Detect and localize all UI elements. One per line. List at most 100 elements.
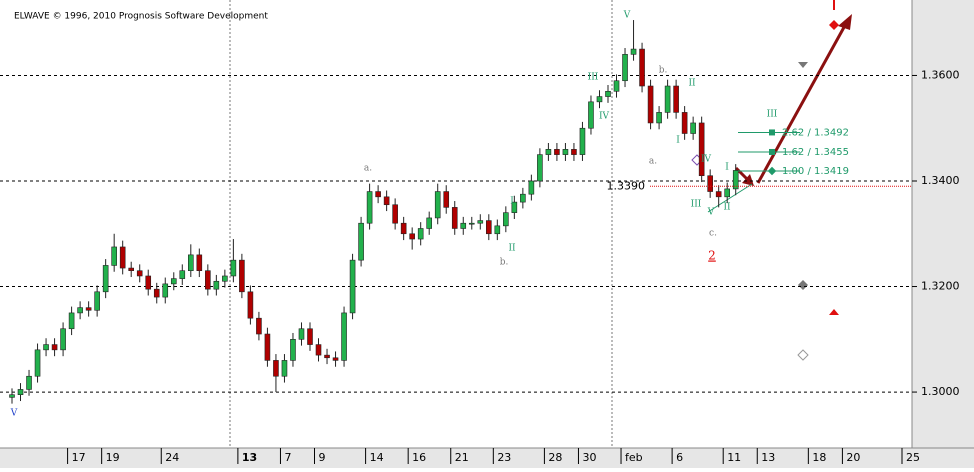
x-tick-label: 14 (370, 451, 384, 464)
wave-label: I (510, 197, 514, 207)
wave-label: V (10, 409, 18, 419)
candle-body (537, 154, 543, 182)
candle-body (9, 394, 15, 398)
candle-body (298, 328, 305, 340)
channel-line (707, 183, 753, 213)
candle-body (239, 259, 245, 293)
candle-body (690, 122, 696, 134)
candle-body (136, 270, 143, 277)
candle-body (222, 275, 228, 282)
candle-body (451, 207, 458, 229)
candle-body (460, 222, 467, 229)
target-label: 1.00 / 1.3419 (782, 166, 849, 177)
x-tick-label: 28 (548, 451, 562, 464)
wave-label: b. (500, 258, 509, 268)
candle-body (554, 149, 560, 155)
target-marker (769, 129, 775, 136)
x-tick-label: 21 (455, 451, 469, 464)
y-tick-label: 1.3400 (921, 174, 960, 187)
candle-body (681, 112, 688, 134)
candle-body (503, 212, 509, 227)
candle-body (494, 225, 501, 235)
candle-body (94, 291, 100, 311)
candle-body (417, 228, 424, 240)
candle-body (724, 188, 731, 198)
candle-body (596, 96, 603, 103)
candle-body (307, 328, 313, 345)
candle-body (290, 338, 296, 361)
wave-label: b. (659, 66, 668, 76)
marker (829, 309, 839, 315)
candle-body (119, 246, 126, 269)
y-tick-label: 1.3200 (921, 280, 960, 293)
y-axis-panel (912, 0, 974, 448)
candle-body (264, 333, 271, 361)
candle-body (647, 85, 654, 124)
candle-body (400, 222, 407, 235)
marker (798, 62, 808, 68)
candle-body (273, 360, 279, 377)
candle-body (477, 220, 484, 224)
candle-body (102, 265, 109, 293)
target-label: 2.62 / 1.3492 (782, 127, 849, 138)
candle-body (392, 204, 398, 224)
candle-body (153, 288, 160, 298)
candle-body (281, 360, 288, 377)
candle-body (188, 254, 194, 271)
wave-label: 2 (708, 249, 716, 263)
candle-body (630, 48, 637, 55)
candle-body (443, 191, 450, 208)
wave-label: III (588, 73, 599, 83)
candle-body (613, 80, 620, 92)
candle-body (332, 357, 339, 361)
wave-label: III (767, 110, 778, 120)
candle-body (77, 307, 83, 314)
candle-body (562, 149, 569, 155)
x-tick-label: 17 (72, 451, 86, 464)
x-tick-label: feb (625, 451, 643, 464)
candle-body (622, 54, 628, 82)
candle-body (349, 259, 356, 314)
candle-body (545, 149, 552, 155)
candle-body (605, 90, 611, 97)
candle-body (315, 344, 322, 356)
candle-body (247, 291, 254, 319)
candle-body (179, 270, 186, 279)
candle-body (468, 222, 475, 225)
x-tick-label: 25 (906, 451, 920, 464)
x-tick-label: 6 (676, 451, 683, 464)
x-tick-label: 18 (812, 451, 826, 464)
current-price-label: 1.3390 (607, 179, 646, 192)
candle-body (698, 122, 705, 177)
candle-body (383, 196, 390, 206)
marker (797, 349, 809, 361)
candle-body (170, 278, 177, 285)
wave-label: a. (364, 164, 372, 174)
candle-body (664, 85, 671, 113)
candle-body (656, 112, 662, 124)
candle-body (85, 307, 92, 311)
candle-body (715, 191, 722, 198)
candle-body (162, 283, 169, 298)
x-tick-label: 16 (412, 451, 426, 464)
wave-label: II (688, 79, 696, 89)
candle-body (511, 201, 518, 213)
x-tick-label: 23 (497, 451, 511, 464)
candle-body (375, 191, 381, 198)
candle-body (485, 220, 492, 235)
wave-label: IV (599, 112, 610, 122)
wave-label: a. (649, 157, 657, 167)
candle-body (520, 193, 526, 203)
arrowhead (838, 14, 852, 30)
candle-body (256, 317, 262, 335)
candle-body (588, 101, 594, 129)
x-tick-label: 24 (165, 451, 179, 464)
y-tick-label: 1.3600 (921, 68, 960, 81)
x-axis-panel (0, 448, 974, 468)
candle-body (17, 389, 24, 396)
candle-body (111, 246, 117, 266)
candle-body (579, 127, 586, 155)
marker (829, 20, 839, 30)
candle-body (434, 191, 441, 219)
